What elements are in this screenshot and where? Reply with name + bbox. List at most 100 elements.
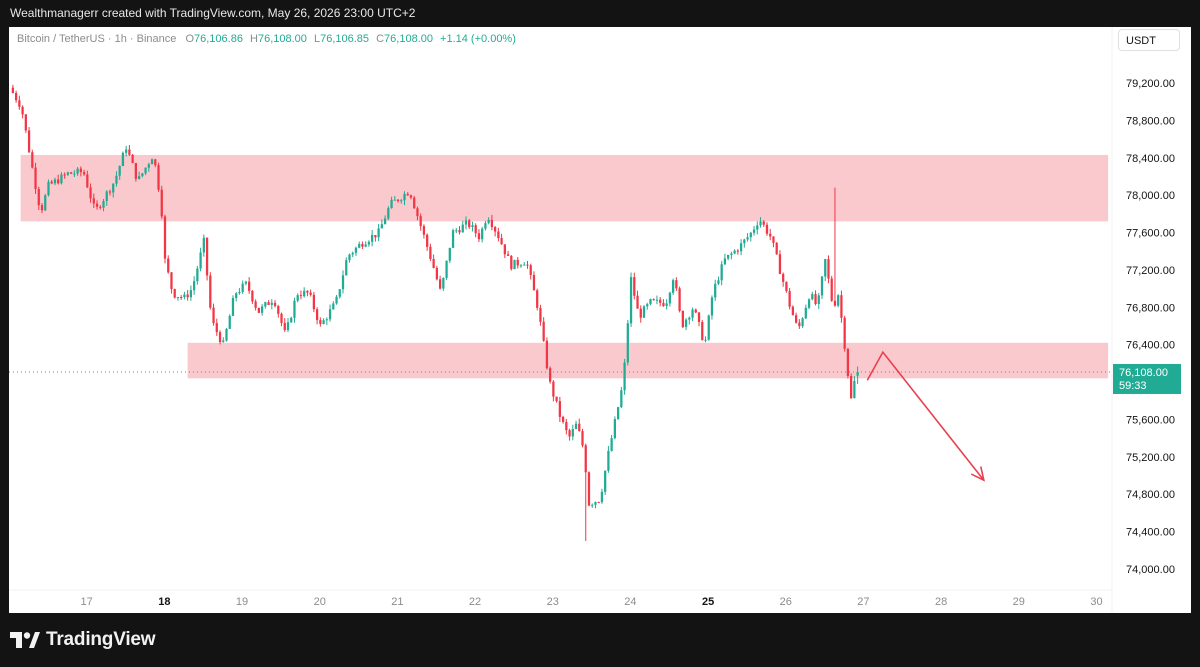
projection-arrow-head — [970, 466, 985, 482]
candle-body — [118, 166, 121, 176]
open-value: 76,106.86 — [194, 33, 243, 45]
candle-body — [856, 371, 859, 376]
candle-body — [183, 294, 186, 298]
candle-body — [345, 260, 348, 276]
candle-body — [490, 219, 494, 228]
candle-body — [351, 252, 354, 255]
candle-body — [591, 504, 594, 506]
candle-body — [736, 250, 739, 252]
candle-body — [853, 380, 856, 399]
candle-body — [293, 300, 296, 318]
last-price-tag — [1113, 363, 1181, 394]
candle-body — [587, 472, 591, 506]
candle-body — [393, 199, 396, 201]
change-value: +1.14 (+0.00%) — [440, 33, 516, 45]
candle-body — [681, 310, 684, 328]
close-value: 76,108.00 — [384, 33, 433, 45]
candle-body — [578, 423, 581, 432]
low-value: 76,106.85 — [320, 33, 370, 45]
tradingview-logo[interactable]: TradingView — [10, 626, 156, 654]
candle-body — [785, 281, 788, 292]
candlestick-chart[interactable]: 79,200.00 78,800.00 78,400.00 78,000.00 77,6… — [9, 27, 1191, 613]
candle-body — [99, 206, 102, 208]
y-tick-label: 74,800.00 — [1126, 489, 1175, 501]
candle-body — [209, 275, 212, 308]
candle-body — [519, 265, 523, 267]
candle-body — [377, 228, 380, 238]
candle-body — [830, 278, 833, 301]
candle-body — [717, 280, 720, 284]
y-tick-label: 78,800.00 — [1126, 115, 1175, 127]
candle-body — [642, 306, 646, 318]
candle-body — [468, 220, 471, 228]
candle-body — [675, 280, 678, 289]
candle-body — [176, 297, 180, 299]
y-tick-label: 75,200.00 — [1126, 452, 1175, 464]
candle-body — [390, 199, 393, 209]
candle-body — [555, 396, 558, 402]
candle-body — [60, 174, 63, 184]
projection-arrow-line — [866, 350, 985, 481]
candle-body — [733, 250, 736, 254]
candle-body — [455, 230, 458, 232]
candle-body — [765, 224, 769, 234]
chart-panel[interactable]: 79,200.00 78,800.00 78,400.00 78,000.00 77,6… — [9, 27, 1191, 613]
y-tick-label: 76,800.00 — [1126, 302, 1175, 314]
candle-body — [791, 306, 795, 316]
x-tick-label: 17 — [81, 596, 93, 608]
candle-body — [419, 216, 422, 227]
candle-body — [616, 407, 620, 420]
candle-body — [18, 100, 21, 107]
candle-body — [380, 224, 383, 229]
candle-body — [374, 234, 377, 238]
candle-body — [694, 309, 697, 313]
candle-body — [309, 292, 312, 295]
candle-body — [506, 254, 510, 256]
candle-body — [526, 264, 529, 266]
y-tick-label: 74,000.00 — [1126, 564, 1175, 576]
candle-body — [772, 236, 775, 243]
candle-body — [251, 290, 254, 302]
candle-body — [141, 173, 144, 177]
y-tick-label: 76,400.00 — [1126, 340, 1175, 352]
candle-body — [730, 253, 733, 255]
candle-body — [186, 294, 189, 298]
candle-body — [341, 275, 345, 290]
candle-body — [807, 299, 811, 308]
candle-body — [173, 289, 176, 298]
candle-body — [396, 199, 400, 202]
candle-body — [371, 234, 374, 242]
currency-button[interactable]: USDT — [1118, 29, 1180, 51]
candle-body — [814, 294, 817, 305]
resistance-zone-1 — [20, 154, 1109, 222]
candle-body — [464, 220, 468, 225]
candle-body — [231, 297, 235, 316]
candle-body — [497, 231, 500, 239]
candle-body — [701, 322, 704, 341]
candle-body — [752, 229, 756, 233]
candle-body — [50, 181, 53, 184]
candle-body — [571, 429, 574, 437]
candle-body — [21, 106, 24, 115]
candle-body — [778, 254, 782, 275]
candle-body — [471, 225, 474, 228]
candle-body — [493, 227, 497, 232]
candle-body — [442, 277, 445, 289]
candle-body — [273, 302, 277, 307]
candle-body — [655, 299, 659, 301]
candle-body — [283, 322, 286, 331]
candle-body — [539, 307, 542, 322]
candle-body — [604, 470, 607, 492]
candle-body — [86, 174, 89, 188]
candle-body — [299, 295, 303, 297]
candle-body — [31, 152, 34, 168]
candle-body — [387, 208, 390, 219]
candle-body — [513, 259, 516, 270]
x-tick-label: 19 — [236, 596, 248, 608]
candle-body — [477, 233, 481, 240]
y-tick-label: 79,200.00 — [1126, 78, 1175, 90]
x-tick-label: 23 — [547, 596, 559, 608]
candle-body — [739, 243, 743, 252]
candle-body — [312, 294, 316, 310]
candle-body — [189, 290, 193, 298]
